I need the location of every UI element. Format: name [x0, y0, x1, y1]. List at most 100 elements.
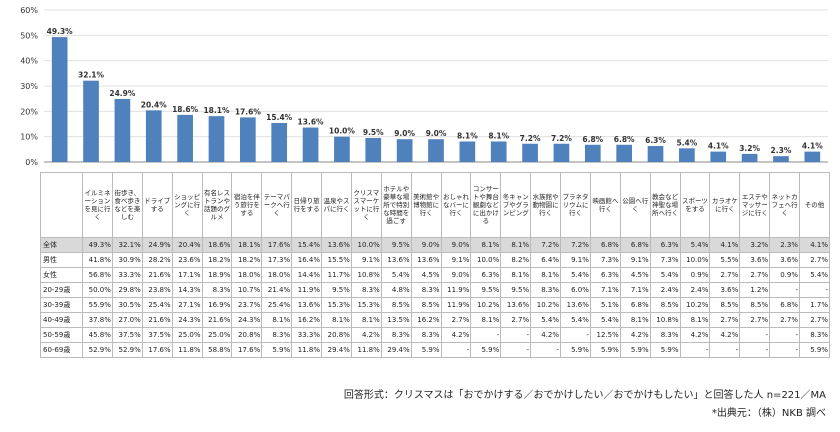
table-cell: 18.0% — [231, 267, 263, 283]
table-cell: 8.3% — [799, 327, 830, 343]
table-cell: 11.9% — [291, 282, 322, 298]
table-cell: 2.3% — [769, 237, 800, 253]
table-cell: 27.1% — [171, 297, 203, 313]
table-cell: 2.7% — [709, 267, 741, 283]
table-cell: 8.5% — [709, 297, 741, 313]
table-cell: 16.4% — [291, 252, 322, 268]
bar-value-label: 4.1% — [802, 142, 823, 151]
bar — [302, 127, 319, 162]
bar — [114, 98, 131, 162]
table-cell: 5.4% — [380, 267, 412, 283]
table-cell: 50.0% — [82, 282, 113, 298]
table-cell: 4.1% — [799, 237, 830, 253]
category-header: プラネタリウムに行く — [560, 172, 591, 238]
table-cell: 4.2% — [679, 327, 711, 343]
bar — [553, 143, 570, 162]
y-tick-label: 40% — [20, 57, 38, 66]
bar-value-label: 49.3% — [47, 27, 74, 36]
table-cell: 32.1% — [111, 237, 143, 253]
table-cell: 29.4% — [380, 342, 412, 358]
table-cell: 9.5% — [380, 237, 412, 253]
row-label: 60-69歳 — [40, 342, 83, 358]
table-row: 60-69歳 52.9% 52.9% 17.6% 11.8% 58.8% 17.6% 5.9%… — [40, 342, 830, 358]
table-cell: 5.9% — [261, 342, 293, 358]
bar-value-label: 24.9% — [109, 89, 136, 98]
table-cell: 8.3% — [350, 282, 382, 298]
table-cell: 8.5% — [410, 297, 442, 313]
table-cell: 21.6% — [141, 312, 173, 328]
category-header: おしゃれなバーに行く — [440, 172, 472, 238]
table-cell: 5.9% — [470, 342, 502, 358]
table-cell: 5.1% — [589, 297, 621, 313]
table-cell: 2.7% — [739, 267, 771, 283]
table-cell: 5.9% — [619, 342, 651, 358]
table-cell: 5.9% — [649, 342, 681, 358]
table-cell: 41.8% — [82, 252, 113, 268]
table-cell: 6.3% — [470, 267, 502, 283]
table-cell: 7.2% — [530, 237, 561, 253]
table-cell: 17.6% — [141, 342, 173, 358]
table-corner-cell — [40, 172, 83, 238]
category-header: 美術館や博物館に行く — [410, 172, 442, 238]
table-cell: 3.6% — [769, 252, 800, 268]
table-cell: 23.7% — [231, 297, 263, 313]
table-cell: 2.7% — [440, 312, 472, 328]
category-header: スポーツをする — [679, 172, 711, 238]
table-cell: 9.1% — [619, 252, 651, 268]
table-cell: - — [530, 342, 561, 358]
table-cell: - — [769, 282, 800, 298]
row-label: 30-39歳 — [40, 297, 83, 313]
table-cell: 10.8% — [350, 267, 382, 283]
table-cell: 15.4% — [291, 237, 322, 253]
table-cell: - — [709, 342, 741, 358]
table-cell: 3.6% — [739, 252, 771, 268]
table-cell: 7.1% — [619, 282, 651, 298]
bar-value-label: 3.2% — [739, 144, 760, 153]
table-cell: - — [440, 342, 472, 358]
table-row: 40-49歳 37.8% 27.0% 21.6% 24.3% 21.6% 24.3% 8.1%… — [40, 312, 830, 328]
data-table: イルミネーションを見に行く 街歩き、食べ歩きなどを楽しむ ドライブする ショッピングに… — [40, 172, 830, 358]
table-cell: 8.5% — [380, 297, 412, 313]
category-header: 有名レストランや話題のグルメ — [201, 172, 233, 238]
bar — [240, 117, 256, 162]
table-cell: 4.2% — [350, 327, 382, 343]
table-cell: 5.9% — [560, 342, 591, 358]
table-row: 30-39歳 55.9% 30.5% 25.4% 27.1% 16.9% 23.7% 25.4… — [40, 297, 830, 313]
table-cell: 18.2% — [231, 252, 263, 268]
table-cell: 9.5% — [321, 282, 352, 298]
bar-value-label: 17.6% — [235, 107, 262, 116]
table-cell: 6.8% — [619, 297, 651, 313]
y-tick-label: 10% — [20, 133, 38, 142]
table-cell: 11.8% — [171, 342, 203, 358]
table-cell: 18.2% — [201, 252, 233, 268]
bar — [334, 136, 350, 162]
bar — [647, 146, 664, 162]
table-cell: 2.7% — [799, 312, 830, 328]
table-cell: 18.6% — [201, 237, 233, 253]
table-cell: 29.8% — [111, 282, 143, 298]
table-cell: 13.5% — [380, 312, 412, 328]
table-cell: - — [560, 327, 591, 343]
bar — [145, 110, 162, 162]
table-cell: 15.3% — [350, 297, 382, 313]
table-cell: 6.8% — [769, 297, 800, 313]
table-cell: 8.1% — [350, 312, 382, 328]
table-cell: 2.4% — [649, 282, 681, 298]
table-cell: 27.0% — [111, 312, 143, 328]
table-cell: 13.6% — [321, 237, 352, 253]
category-header: 温泉やスパに行く — [321, 172, 352, 238]
table-cell: 13.6% — [500, 297, 532, 313]
table-cell: 8.3% — [410, 327, 442, 343]
table-cell: 2.7% — [799, 252, 830, 268]
table-cell: 33.3% — [111, 267, 143, 283]
table-cell: 6.8% — [619, 237, 651, 253]
category-header: ショッピングに行く — [171, 172, 203, 238]
bar-value-label: 18.6% — [172, 105, 199, 114]
table-cell: 56.8% — [82, 267, 113, 283]
bar — [741, 153, 758, 162]
row-label: 全体 — [40, 237, 83, 253]
table-cell: 2.7% — [739, 312, 771, 328]
table-cell: 10.8% — [649, 312, 681, 328]
bar-value-label: 7.2% — [520, 134, 541, 143]
bar — [428, 139, 444, 162]
